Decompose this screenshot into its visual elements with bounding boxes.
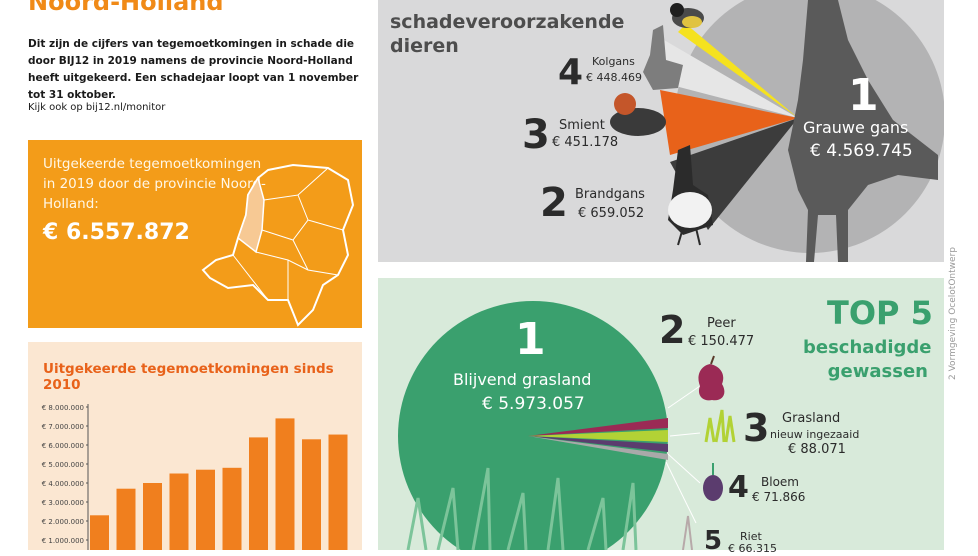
payout-value: € 6.557.872 [43, 220, 190, 245]
crop-rank-4: 4 [728, 470, 749, 505]
crop-sub-3: nieuw ingezaaid [770, 428, 860, 441]
animal-name-3: Smient [559, 118, 605, 133]
crop-rank-1: 1 [515, 314, 546, 365]
crop-amount-4: € 71.866 [752, 490, 806, 504]
y-tick-label: € 7.000.000 [42, 423, 84, 431]
y-tick-label: € 1.000.000 [42, 537, 84, 545]
animal-rank-2: 2 [540, 180, 568, 226]
chart-bar [275, 418, 295, 550]
crop-name-3: Grasland [782, 411, 841, 426]
chart-bar [90, 515, 109, 550]
animal-rank-4: 4 [558, 52, 584, 93]
crop-amount-1: € 5.973.057 [482, 394, 585, 414]
animals-pie-chart [610, 0, 944, 262]
kolgans-icon [643, 25, 683, 90]
crop-name-4: Bloem [761, 475, 799, 489]
design-credit: 2 Vormgeving OcelotOntwerp [948, 247, 958, 380]
chart-title: Uitgekeerde tegemoetkomingen sinds 2010 [43, 361, 334, 393]
y-tick-label: € 5.000.000 [42, 461, 84, 469]
chart-bar [302, 439, 321, 550]
animal-amount-4: € 448.469 [586, 71, 642, 84]
history-chart-box: Uitgekeerde tegemoetkomingen sinds 2010 … [28, 342, 362, 550]
animal-name-2: Brandgans [575, 187, 645, 202]
y-tick-label: € 2.000.000 [42, 518, 84, 526]
crop-rank-5: 5 [704, 526, 723, 556]
pear-icon [698, 364, 725, 401]
province-title: Noord-Holland [28, 0, 224, 16]
crops-pie-chart [398, 301, 736, 550]
bulb-icon [703, 475, 723, 501]
crops-title: TOP 5 [827, 294, 933, 332]
animal-name-1: Grauwe gans [803, 118, 909, 137]
grass-icon [704, 409, 736, 443]
y-tick-label: € 3.000.000 [42, 499, 84, 507]
reed-icon [682, 515, 693, 550]
animal-amount-3: € 451.178 [552, 135, 619, 150]
chart-bar [249, 437, 268, 550]
crop-rank-3: 3 [743, 406, 770, 450]
y-tick-label: € 6.000.000 [42, 442, 84, 450]
animals-subtitle-line1: schadeveroorzakende [390, 11, 625, 33]
chart-bar [169, 473, 189, 550]
smient-icon [610, 108, 666, 136]
animal-amount-2: € 659.052 [578, 206, 645, 221]
animal-amount-1: € 4.569.745 [810, 141, 913, 161]
chart-bar [328, 434, 348, 550]
intro-text: Dit zijn de cijfers van tegemoetkomingen… [28, 38, 359, 101]
crop-amount-2: € 150.477 [688, 334, 755, 349]
animal-name-4: Kolgans [592, 55, 635, 68]
y-tick-label: € 8.000.000 [42, 404, 84, 412]
animals-subtitle-line2: dieren [390, 35, 459, 57]
crop-name-5: Riet [740, 530, 762, 543]
payout-box: Uitgekeerde tegemoetkomingen in 2019 doo… [28, 140, 362, 328]
chart-bar [222, 467, 242, 550]
crops-subtitle-line1: beschadigde [803, 337, 932, 358]
crops-subtitle-line2: gewassen [827, 361, 928, 382]
crop-name-2: Peer [707, 316, 736, 331]
top5-crops-panel: TOP 5 beschadigde gewassen 1 Blijvend gr… [378, 278, 944, 556]
crop-rank-2: 2 [659, 308, 686, 352]
bar-chart: € 8.000.000 € 7.000.000 € 6.000.000 € 5.000… [42, 404, 348, 550]
payout-label: Uitgekeerde tegemoetkomingen in 2019 doo… [43, 156, 266, 212]
animal-rank-1: 1 [848, 70, 879, 121]
animal-rank-3: 3 [522, 112, 550, 158]
crop-amount-5: € 66.315 [728, 542, 777, 555]
crop-name-1: Blijvend grasland [453, 370, 592, 389]
netherlands-map-icon [201, 163, 355, 327]
grey-goose-icon [788, 0, 938, 262]
monitor-link[interactable]: Kijk ook op bij12.nl/monitor [28, 102, 166, 113]
chart-bar [196, 469, 215, 550]
y-tick-label: € 4.000.000 [42, 480, 84, 488]
chart-bar [116, 488, 136, 550]
chart-bar [143, 483, 162, 550]
top5-animals-panel: schadeveroorzakende dieren 1 Grauwe gans… [378, 0, 944, 262]
crop-amount-3: € 88.071 [788, 442, 846, 457]
